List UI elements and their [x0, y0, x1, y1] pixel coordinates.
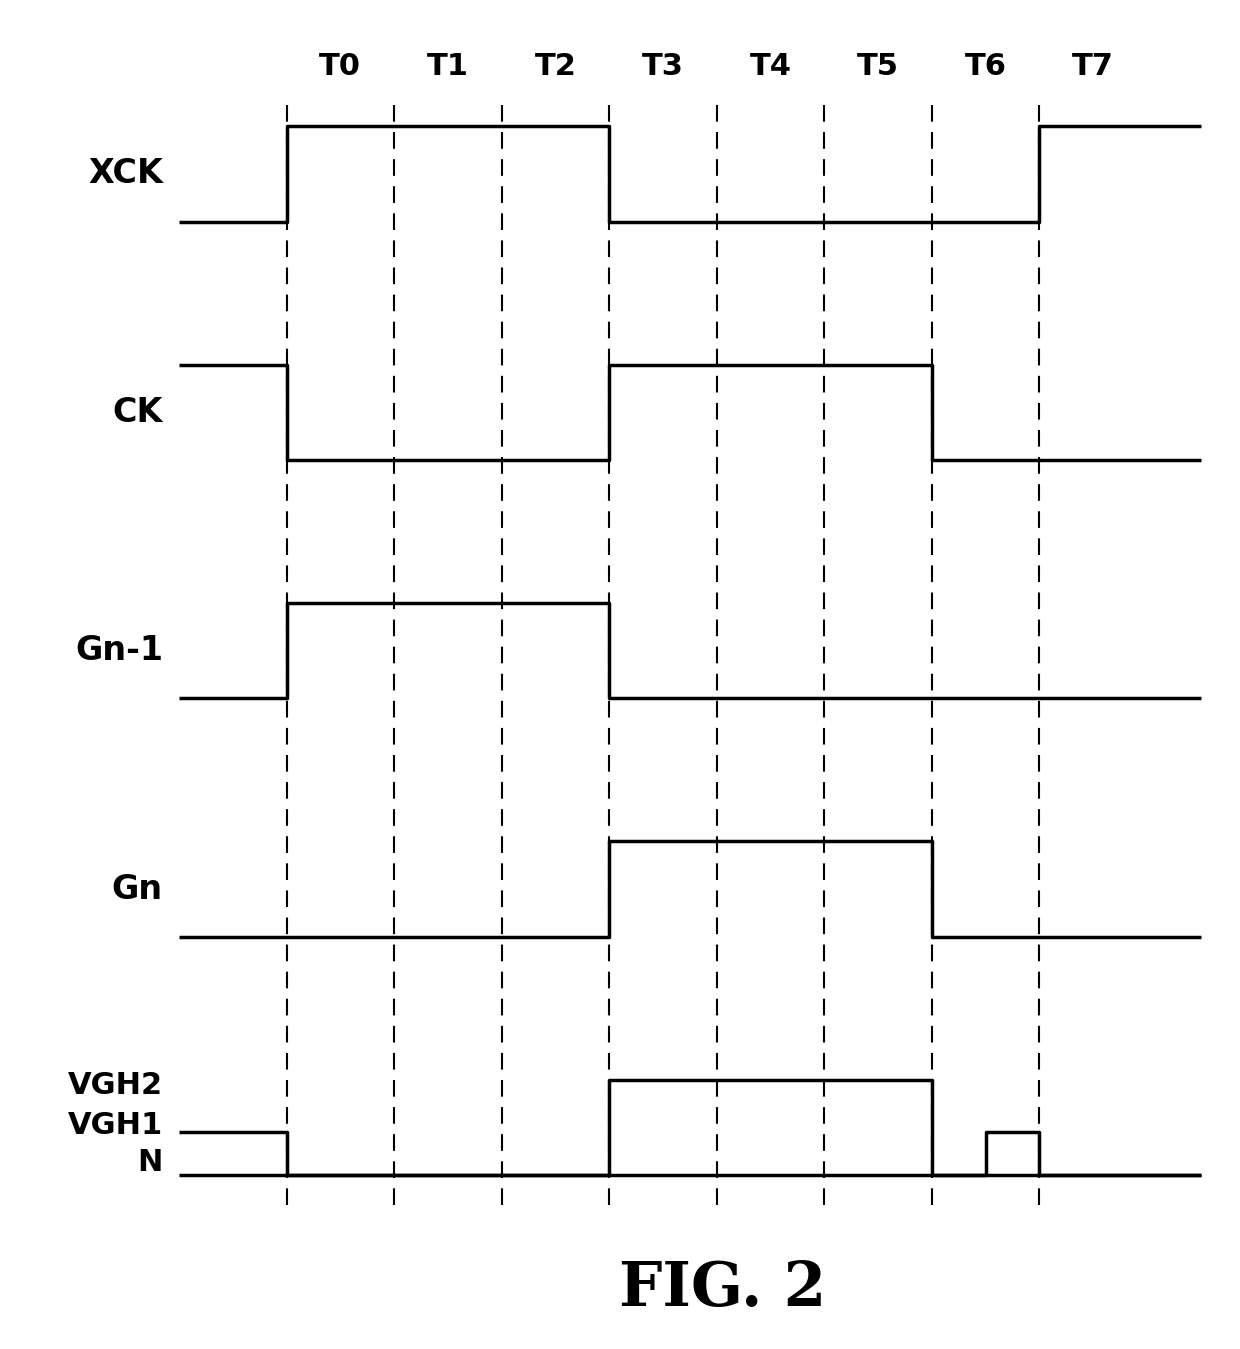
- Text: VGH1: VGH1: [68, 1110, 162, 1140]
- Text: VGH2: VGH2: [68, 1071, 162, 1101]
- Text: CK: CK: [113, 395, 162, 429]
- Text: Gn: Gn: [112, 873, 162, 905]
- Text: T5: T5: [857, 51, 899, 81]
- Text: FIG. 2: FIG. 2: [619, 1259, 826, 1318]
- Text: T3: T3: [642, 51, 684, 81]
- Text: T2: T2: [534, 51, 577, 81]
- Text: T0: T0: [320, 51, 361, 81]
- Text: XCK: XCK: [88, 158, 162, 190]
- Text: T7: T7: [1073, 51, 1115, 81]
- Text: T6: T6: [965, 51, 1007, 81]
- Text: Gn-1: Gn-1: [74, 634, 162, 668]
- Text: N: N: [138, 1148, 162, 1176]
- Text: T1: T1: [427, 51, 469, 81]
- Text: T4: T4: [749, 51, 791, 81]
